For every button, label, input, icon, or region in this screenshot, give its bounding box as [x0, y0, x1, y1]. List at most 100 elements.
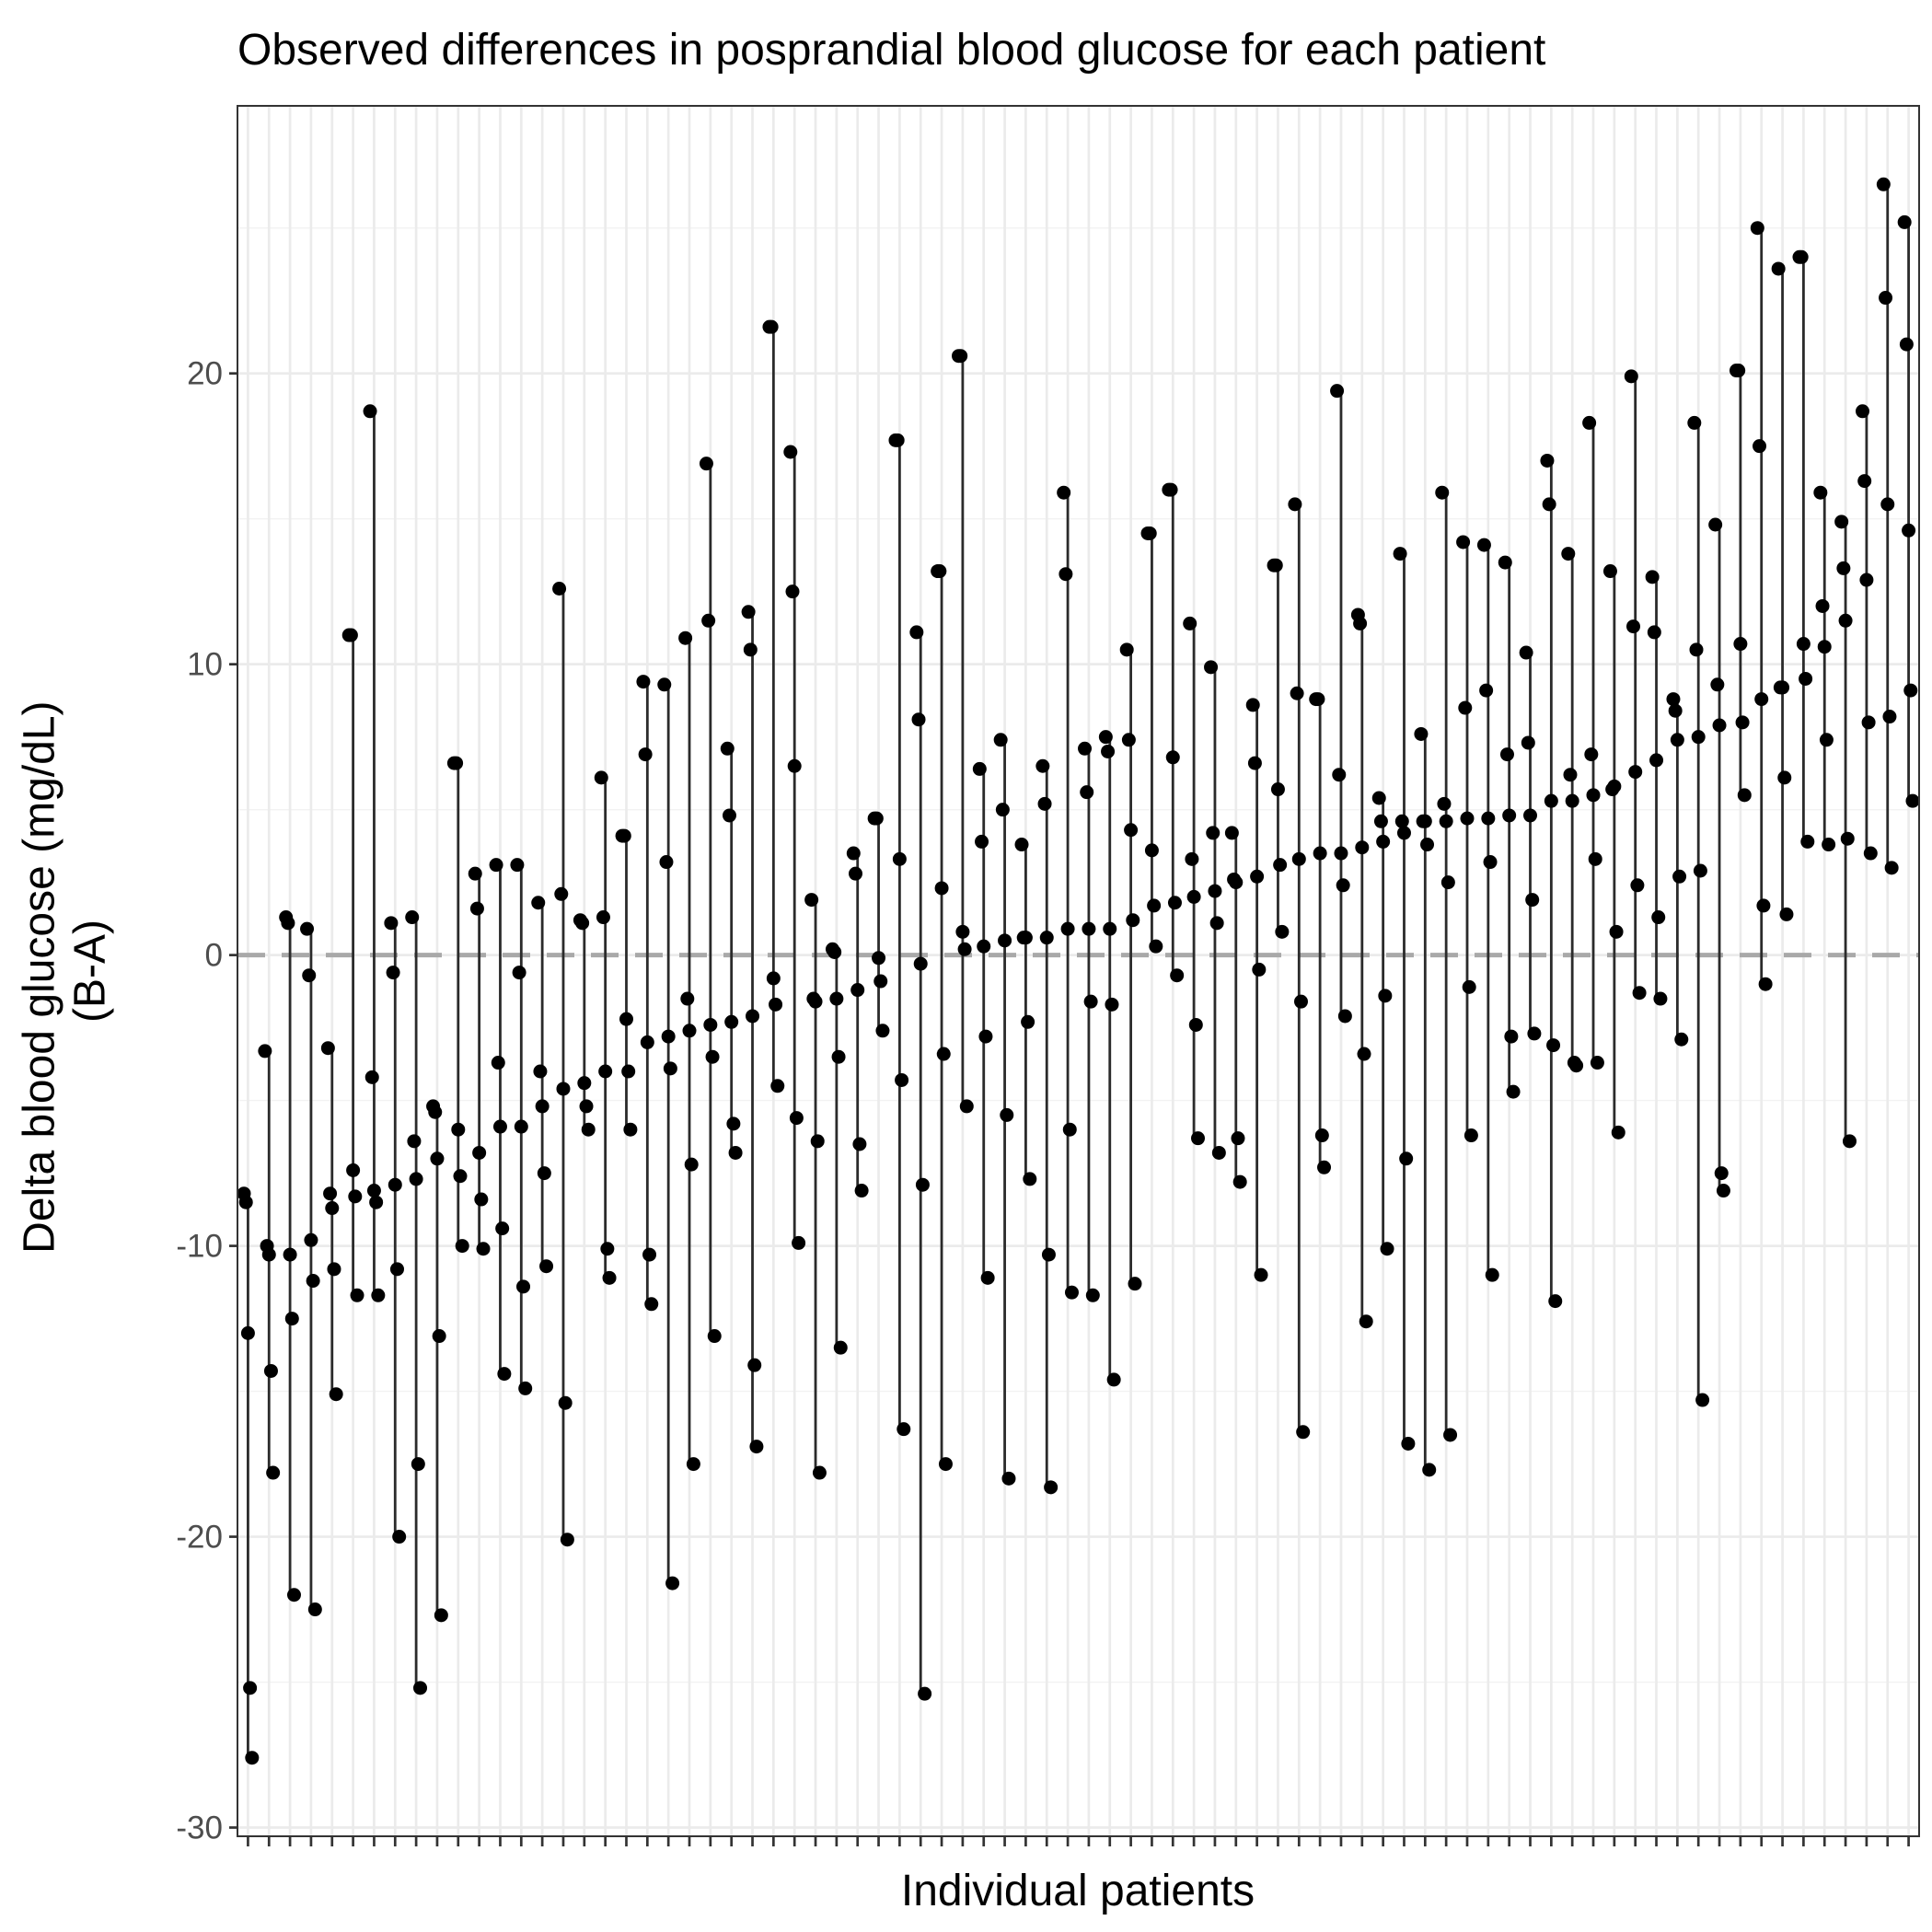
data-point [1211, 1145, 1226, 1160]
data-point [1710, 677, 1725, 692]
y-tick-label: 10 [187, 647, 223, 683]
data-point [1204, 660, 1219, 675]
y-tick-label: -30 [176, 1811, 223, 1846]
data-point [1268, 558, 1283, 573]
data-point [644, 1297, 659, 1312]
data-point [770, 1079, 785, 1093]
data-point [1359, 1314, 1373, 1329]
data-point [1645, 570, 1660, 584]
data-point [558, 1395, 573, 1410]
data-point [1653, 991, 1668, 1006]
data-point [405, 910, 420, 925]
data-point [1504, 1029, 1519, 1044]
data-point [769, 997, 783, 1012]
data-point [1499, 747, 1514, 762]
data-point [657, 677, 672, 692]
data-point [1336, 878, 1350, 893]
data-point [1252, 962, 1267, 977]
data-point [1647, 625, 1661, 640]
data-point [366, 1184, 381, 1198]
data-point [1695, 1393, 1710, 1407]
data-point [323, 1186, 338, 1201]
data-point [995, 803, 1010, 817]
data-point [623, 1122, 638, 1137]
data-point [407, 1134, 422, 1149]
data-point [516, 1279, 531, 1294]
data-point [993, 733, 1008, 747]
data-point [1842, 1134, 1857, 1149]
data-point [831, 1049, 846, 1064]
data-point [1229, 875, 1244, 890]
data-point [1561, 547, 1576, 561]
data-point [1060, 921, 1075, 936]
data-point [1440, 875, 1455, 890]
data-point [726, 1116, 741, 1131]
data-point [1519, 645, 1533, 660]
data-point [1483, 855, 1498, 870]
data-point [1062, 1122, 1077, 1137]
data-point [1183, 616, 1197, 631]
data-point [1057, 485, 1071, 500]
data-point [325, 1201, 340, 1216]
data-point [1611, 1125, 1625, 1140]
data-point [1651, 910, 1666, 925]
data-point [682, 1024, 697, 1038]
data-point [1437, 796, 1452, 811]
data-point [619, 1012, 633, 1026]
data-point [1273, 858, 1288, 873]
data-point [1422, 1463, 1437, 1477]
data-point [957, 942, 972, 956]
data-point [1101, 744, 1116, 758]
data-point [1689, 642, 1704, 657]
y-axis: -30 -20 -10 0 10 20 [176, 356, 237, 1846]
data-point [1750, 221, 1764, 236]
data-point [1691, 730, 1706, 745]
data-point [554, 886, 569, 901]
patient-points [237, 177, 1920, 1765]
data-point [1632, 986, 1647, 1001]
data-point [789, 1111, 804, 1126]
data-point [1666, 692, 1681, 707]
data-point [846, 846, 861, 861]
data-point [746, 1009, 760, 1024]
data-point [1776, 680, 1790, 695]
data-point [1502, 808, 1517, 823]
data-point [594, 770, 608, 785]
y-tick-label: 0 [205, 938, 223, 974]
data-point [1463, 1128, 1478, 1143]
data-point [428, 1105, 443, 1119]
data-point [1523, 808, 1538, 823]
data-point [1479, 683, 1494, 698]
data-point [1018, 931, 1033, 945]
data-point [434, 1608, 448, 1623]
data-point [1582, 415, 1597, 430]
data-point [1121, 733, 1136, 747]
data-point [959, 1099, 974, 1114]
data-point [1311, 692, 1325, 707]
data-point [1332, 768, 1347, 782]
data-point [409, 1172, 423, 1186]
data-point [636, 675, 651, 689]
data-point [451, 1122, 466, 1137]
data-point [1584, 747, 1599, 762]
data-point [915, 1177, 930, 1192]
data-point [1753, 439, 1767, 454]
data-point [364, 1070, 379, 1084]
data-point [1417, 814, 1432, 828]
data-point [472, 1145, 487, 1160]
data-point [1439, 814, 1453, 828]
data-point [1023, 1172, 1037, 1186]
data-point [1078, 741, 1093, 756]
data-point [1401, 1436, 1416, 1451]
data-point [243, 1681, 258, 1695]
data-point [476, 1242, 491, 1256]
data-point [1170, 968, 1185, 983]
data-point [1602, 564, 1617, 579]
data-point [1373, 814, 1388, 828]
data-point [1800, 834, 1815, 849]
data-point [1291, 851, 1306, 866]
data-point [1059, 567, 1073, 582]
data-point [258, 1044, 272, 1059]
data-point [327, 1262, 341, 1277]
